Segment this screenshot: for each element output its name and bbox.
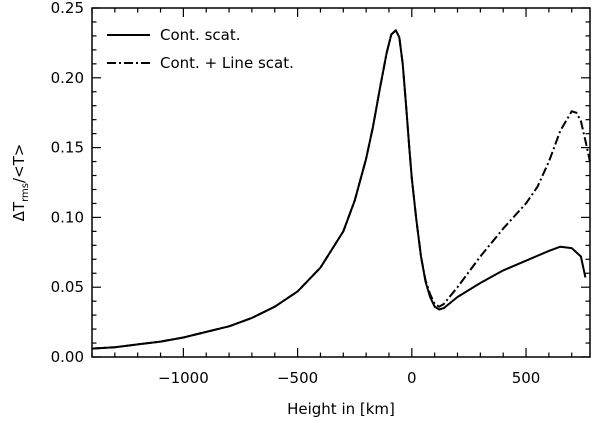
- y-tick-label: 0.10: [51, 208, 84, 226]
- y-tick-label: 0.15: [51, 139, 84, 157]
- series-line-1: [91, 29, 587, 350]
- y-tick-label: 0.25: [51, 0, 84, 17]
- x-tick-label: −1000: [158, 369, 209, 387]
- series-line-2: [91, 29, 591, 350]
- x-tick-label: −500: [277, 369, 318, 387]
- y-axis-title-subscript: rms: [20, 183, 31, 202]
- y-axis-title: ΔTrms/<T>: [10, 144, 31, 222]
- legend: Cont. scat. Cont. + Line scat.: [107, 26, 294, 72]
- y-axis-title-suffix: /<T>: [10, 144, 28, 183]
- plot-frame: [91, 7, 591, 358]
- axes: −1000 −500 0 500 0.00 0.05 0.10 0.15 0.20 0.25: [51, 0, 591, 387]
- legend-label-2: Cont. + Line scat.: [160, 54, 294, 72]
- y-axis-title-main: ΔT: [10, 201, 28, 221]
- y-tick-label: 0.05: [51, 278, 84, 296]
- series-layer: [91, 29, 591, 350]
- x-axis-title: Height in [km]: [287, 400, 395, 418]
- y-tick-label: 0.20: [51, 69, 84, 87]
- legend-label-1: Cont. scat.: [160, 26, 240, 44]
- x-tick-label: 500: [512, 369, 541, 387]
- y-tick-label: 0.00: [51, 348, 84, 366]
- x-tick-label: 0: [407, 369, 417, 387]
